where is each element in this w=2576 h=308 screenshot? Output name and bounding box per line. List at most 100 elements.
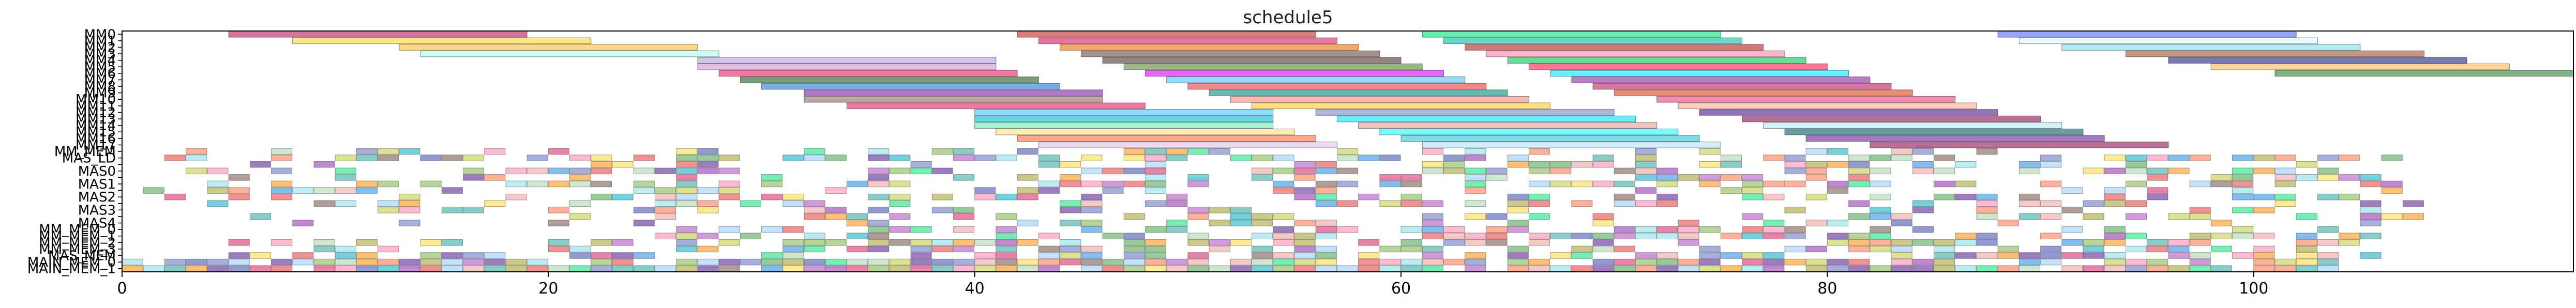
task-bar-short xyxy=(1144,187,1167,194)
task-bar-short xyxy=(1230,220,1252,226)
task-bar-short xyxy=(1081,258,1103,266)
task-bar-short xyxy=(271,180,293,188)
task-bar-short xyxy=(1742,265,1764,272)
task-bar-short xyxy=(2253,193,2275,201)
task-bar xyxy=(1805,135,2105,142)
task-bar-short xyxy=(1123,213,1145,220)
task-bar-short xyxy=(1507,207,1529,213)
task-bar-short xyxy=(1528,148,1550,155)
y-tick-label: MM6 xyxy=(84,66,116,82)
task-bar-short xyxy=(2232,193,2254,201)
task-bar-short xyxy=(1848,155,1870,161)
task-bar-short xyxy=(1465,200,1486,207)
task-bar-short xyxy=(1870,180,1891,188)
task-bar-short xyxy=(2253,252,2275,259)
task-bar-short xyxy=(164,265,186,272)
task-bar-short xyxy=(1465,174,1486,181)
task-bar-short xyxy=(1315,226,1337,233)
task-bar-short xyxy=(697,161,719,168)
task-bar-short xyxy=(2210,220,2233,226)
task-bar-short xyxy=(1017,174,1038,181)
task-bar-short xyxy=(2061,252,2083,259)
task-bar-short xyxy=(1336,265,1359,272)
task-bar-short xyxy=(953,213,975,220)
task-bar-short xyxy=(228,258,250,266)
task-bar-short xyxy=(2339,233,2360,240)
y-tick-label: MM14 xyxy=(76,118,116,134)
task-bar-short xyxy=(1997,220,2019,226)
task-bar-short xyxy=(1870,213,1891,220)
task-bar-short xyxy=(1763,220,1785,226)
task-bar-short xyxy=(761,174,783,181)
task-bar-short xyxy=(2210,245,2233,253)
task-bar-short xyxy=(889,258,911,266)
task-bar-short xyxy=(1209,245,1230,253)
task-bar-short xyxy=(1400,258,1422,266)
task-bar-short xyxy=(676,180,698,188)
task-bar-short xyxy=(1891,265,1912,272)
task-bar-short xyxy=(505,258,527,266)
task-bar-short xyxy=(292,252,314,259)
y-tick-label: MM4 xyxy=(84,53,116,69)
task-bar-short xyxy=(2360,233,2382,240)
task-bar-short xyxy=(378,148,399,155)
task-bar-short xyxy=(2104,258,2126,266)
task-bar-short xyxy=(1144,245,1167,253)
task-bar-short xyxy=(228,187,250,194)
y-tick-label: MM12 xyxy=(76,105,116,120)
task-bar-short xyxy=(548,239,570,246)
task-bar-short xyxy=(2189,233,2211,240)
task-bar-short xyxy=(1123,245,1145,253)
task-bar-short xyxy=(1294,187,1316,194)
task-bar-short xyxy=(2168,245,2190,253)
task-bar-short xyxy=(825,265,847,272)
task-bar-short xyxy=(1252,265,1273,272)
task-bar-short xyxy=(1123,233,1145,240)
task-bar-short xyxy=(526,180,548,188)
task-bar-short xyxy=(1848,245,1870,253)
task-bar-short xyxy=(591,180,612,188)
task-bar-short xyxy=(1528,200,1550,207)
task-bar-short xyxy=(1358,239,1380,246)
task-bar-short xyxy=(1507,258,1529,266)
task-bar-short xyxy=(654,233,676,240)
task-bar-short xyxy=(2040,161,2062,168)
task-bar-short xyxy=(697,245,719,253)
task-bar-short xyxy=(1848,161,1870,168)
task-bar-short xyxy=(1614,265,1635,272)
y-tick-label: MM_MEM_1 xyxy=(39,229,116,244)
task-bar-short xyxy=(1315,220,1337,226)
task-bar-short xyxy=(2189,265,2211,272)
task-bar-short xyxy=(697,233,719,240)
task-bar-short xyxy=(271,265,293,272)
task-bar-short xyxy=(1081,207,1103,213)
task-bar-short xyxy=(1763,258,1785,266)
task-bar-short xyxy=(1805,193,1827,201)
task-bar-short xyxy=(1528,213,1550,220)
task-bar-short xyxy=(1294,265,1316,272)
task-bar-short xyxy=(1187,265,1209,272)
task-bar-short xyxy=(761,180,783,188)
task-bar-short xyxy=(1678,233,1699,240)
task-bar-short xyxy=(548,265,570,272)
task-bar-short xyxy=(1614,167,1635,175)
task-bar-short xyxy=(1742,258,1764,266)
task-bar-short xyxy=(186,167,207,175)
task-bar-short xyxy=(846,258,868,266)
task-bar-short xyxy=(2232,187,2254,194)
task-bar-short xyxy=(2061,239,2083,246)
task-bar-short xyxy=(441,155,463,161)
task-bar-short xyxy=(207,167,229,175)
task-bar-short xyxy=(1742,213,1764,220)
task-bar-short xyxy=(1273,252,1294,259)
task-bar-short xyxy=(1209,220,1230,226)
task-bar-short xyxy=(1400,193,1422,201)
task-bar-short xyxy=(1252,155,1273,161)
task-bar-short xyxy=(1144,174,1167,181)
task-bar-short xyxy=(889,167,911,175)
task-bar-short xyxy=(931,207,953,213)
task-bar-short xyxy=(1273,213,1294,220)
task-bar-short xyxy=(676,258,698,266)
task-bar-short xyxy=(207,180,229,188)
task-bar-short xyxy=(1891,252,1912,259)
